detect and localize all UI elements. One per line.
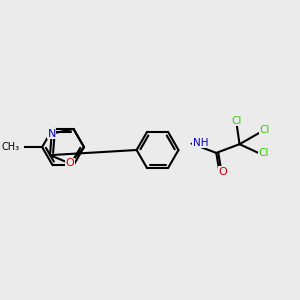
Text: N: N: [48, 129, 56, 139]
Text: O: O: [218, 167, 227, 177]
Text: NH: NH: [193, 138, 208, 148]
Text: CH₃: CH₃: [1, 142, 20, 152]
Text: Cl: Cl: [259, 148, 269, 158]
Text: Cl: Cl: [231, 116, 242, 126]
Text: Cl: Cl: [259, 125, 269, 135]
Text: O: O: [65, 158, 74, 169]
